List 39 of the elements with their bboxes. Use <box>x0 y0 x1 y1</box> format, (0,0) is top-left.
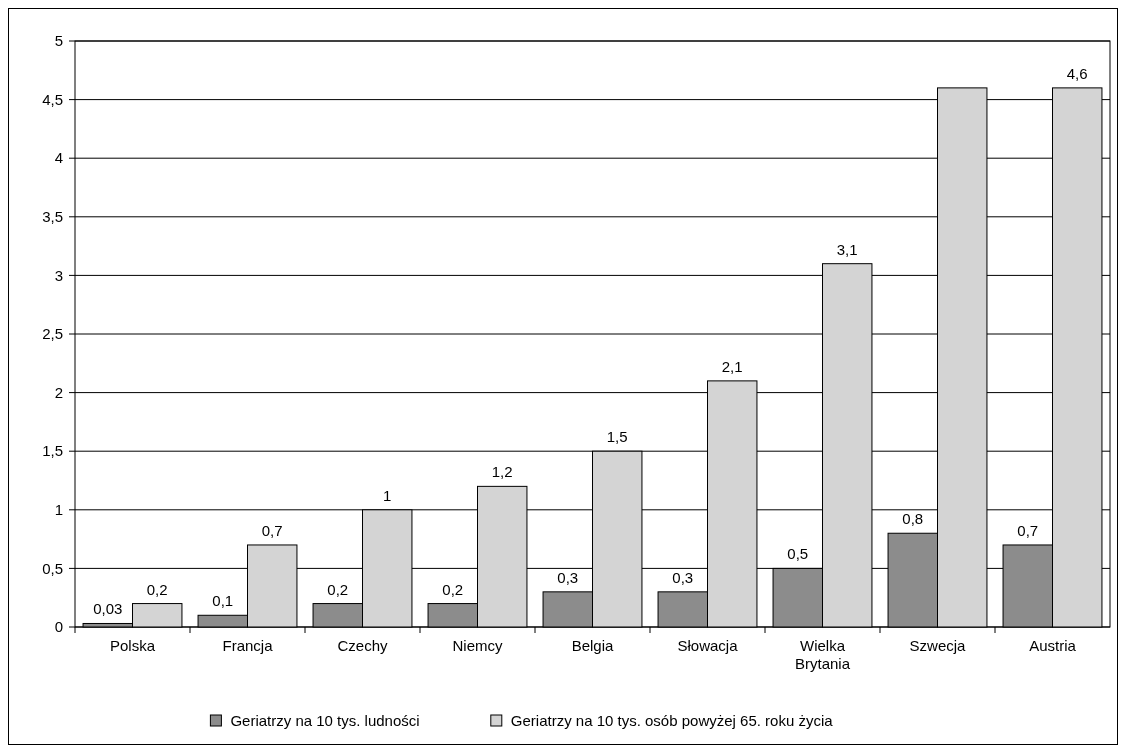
data-label: 0,3 <box>672 568 694 586</box>
y-tick-label: 4,5 <box>42 90 63 108</box>
y-tick-label: 2,5 <box>42 325 63 343</box>
data-label: 0,7 <box>261 521 283 539</box>
data-label: 0,3 <box>557 568 579 586</box>
data-label: 0,2 <box>327 580 349 598</box>
y-tick-label: 0 <box>54 618 63 636</box>
data-label: 0,2 <box>442 580 464 598</box>
data-label: 0,03 <box>93 600 123 618</box>
y-tick-label: 5 <box>54 32 63 50</box>
data-label: 0,5 <box>787 545 809 563</box>
y-tick-label: 4 <box>54 149 63 167</box>
data-label: 1 <box>383 486 392 504</box>
data-label: 2,1 <box>721 357 743 375</box>
data-label: 4,6 <box>1066 64 1088 82</box>
data-label: 0,2 <box>146 580 168 598</box>
x-tick-label: Austria <box>1029 637 1077 654</box>
x-tick-label: Polska <box>109 637 156 654</box>
data-label: 0,7 <box>1017 521 1039 539</box>
data-label: 1,2 <box>491 463 513 481</box>
data-label: 1,5 <box>606 428 628 446</box>
x-tick-label: Niemcy <box>452 637 503 654</box>
y-tick-label: 1,5 <box>42 442 63 460</box>
y-tick-label: 0,5 <box>42 559 63 577</box>
y-tick-label: 1 <box>54 501 63 519</box>
x-tick-label: Słowacja <box>677 637 739 654</box>
data-label: 3,1 <box>836 240 858 258</box>
legend-label: Geriatrzy na 10 tys. osób powyżej 65. roku życia <box>510 712 834 730</box>
y-tick-label: 3,5 <box>42 208 63 226</box>
x-tick-label: Szwecja <box>909 637 967 654</box>
x-tick-label: Wielka Brytania <box>794 637 851 672</box>
data-label: 0,8 <box>902 510 924 528</box>
data-label: 0,1 <box>212 592 234 610</box>
y-tick-label: 2 <box>54 383 63 401</box>
x-tick-label: Czechy <box>337 637 388 654</box>
legend-label: Geriatrzy na 10 tys. ludności <box>230 712 420 730</box>
y-tick-label: 3 <box>54 266 63 284</box>
x-tick-label: Francja <box>222 637 274 654</box>
x-tick-label: Belgia <box>571 637 614 654</box>
